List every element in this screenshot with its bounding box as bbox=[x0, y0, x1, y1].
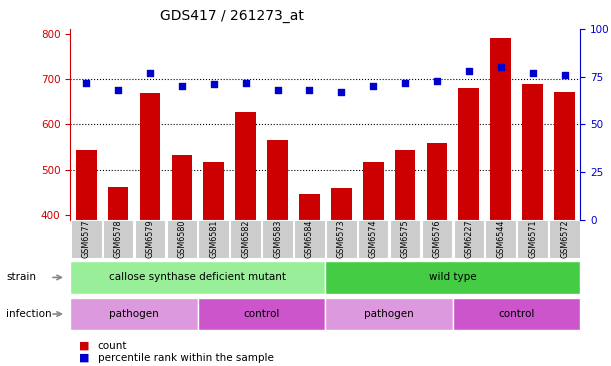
Text: pathogen: pathogen bbox=[109, 309, 159, 319]
Point bbox=[496, 64, 506, 70]
Point bbox=[145, 70, 155, 76]
Text: GDS417 / 261273_at: GDS417 / 261273_at bbox=[160, 9, 304, 23]
Text: ■: ■ bbox=[79, 353, 90, 363]
Bar bbox=[522, 84, 543, 366]
Text: GSM6578: GSM6578 bbox=[114, 220, 123, 258]
FancyBboxPatch shape bbox=[70, 261, 325, 294]
Bar bbox=[299, 194, 320, 366]
FancyBboxPatch shape bbox=[294, 220, 324, 258]
Text: GSM6580: GSM6580 bbox=[177, 220, 186, 258]
Point bbox=[368, 83, 378, 89]
Text: control: control bbox=[499, 309, 535, 319]
FancyBboxPatch shape bbox=[453, 220, 484, 258]
FancyBboxPatch shape bbox=[453, 298, 580, 330]
Text: GSM6576: GSM6576 bbox=[433, 220, 442, 258]
Text: GSM6583: GSM6583 bbox=[273, 220, 282, 258]
Point bbox=[81, 80, 91, 86]
Text: GSM6544: GSM6544 bbox=[496, 220, 505, 258]
Bar bbox=[491, 38, 511, 366]
FancyBboxPatch shape bbox=[199, 220, 229, 258]
Bar bbox=[140, 93, 160, 366]
FancyBboxPatch shape bbox=[549, 220, 580, 258]
Text: GSM6572: GSM6572 bbox=[560, 220, 569, 258]
Text: wild type: wild type bbox=[429, 272, 477, 282]
FancyBboxPatch shape bbox=[134, 220, 166, 258]
FancyBboxPatch shape bbox=[103, 220, 133, 258]
Text: callose synthase deficient mutant: callose synthase deficient mutant bbox=[109, 272, 287, 282]
FancyBboxPatch shape bbox=[198, 298, 325, 330]
Bar bbox=[363, 162, 384, 366]
FancyBboxPatch shape bbox=[70, 298, 198, 330]
Bar bbox=[172, 155, 192, 366]
Point bbox=[560, 72, 569, 78]
FancyBboxPatch shape bbox=[262, 220, 293, 258]
FancyBboxPatch shape bbox=[358, 220, 389, 258]
Bar bbox=[395, 150, 415, 366]
Point bbox=[273, 87, 282, 93]
FancyBboxPatch shape bbox=[518, 220, 548, 258]
Bar bbox=[267, 140, 288, 366]
Point bbox=[241, 80, 251, 86]
Text: GSM6575: GSM6575 bbox=[401, 220, 409, 258]
Point bbox=[113, 87, 123, 93]
FancyBboxPatch shape bbox=[71, 220, 101, 258]
FancyBboxPatch shape bbox=[325, 298, 453, 330]
Text: GSM6584: GSM6584 bbox=[305, 220, 314, 258]
Bar bbox=[203, 162, 224, 366]
Point bbox=[528, 70, 538, 76]
FancyBboxPatch shape bbox=[326, 220, 357, 258]
Point bbox=[337, 89, 346, 95]
Text: ■: ■ bbox=[79, 341, 90, 351]
Text: GSM6582: GSM6582 bbox=[241, 220, 250, 258]
Bar bbox=[458, 88, 479, 366]
Text: pathogen: pathogen bbox=[364, 309, 414, 319]
FancyBboxPatch shape bbox=[325, 261, 580, 294]
FancyBboxPatch shape bbox=[230, 220, 261, 258]
Text: GSM6573: GSM6573 bbox=[337, 220, 346, 258]
Text: count: count bbox=[98, 341, 127, 351]
Bar bbox=[235, 112, 256, 366]
Point bbox=[177, 83, 187, 89]
Bar bbox=[108, 187, 128, 366]
Text: infection: infection bbox=[6, 309, 52, 319]
Bar bbox=[76, 150, 97, 366]
FancyBboxPatch shape bbox=[422, 220, 452, 258]
Point bbox=[304, 87, 314, 93]
Text: percentile rank within the sample: percentile rank within the sample bbox=[98, 353, 274, 363]
Bar bbox=[554, 92, 575, 366]
Text: GSM6227: GSM6227 bbox=[464, 220, 474, 258]
Bar bbox=[331, 188, 352, 366]
Point bbox=[464, 68, 474, 74]
FancyBboxPatch shape bbox=[167, 220, 197, 258]
Bar bbox=[426, 143, 447, 366]
FancyBboxPatch shape bbox=[485, 220, 516, 258]
Text: GSM6574: GSM6574 bbox=[368, 220, 378, 258]
Point bbox=[209, 82, 219, 87]
Text: GSM6571: GSM6571 bbox=[528, 220, 537, 258]
Text: strain: strain bbox=[6, 272, 36, 283]
Text: GSM6579: GSM6579 bbox=[145, 220, 155, 258]
FancyBboxPatch shape bbox=[390, 220, 420, 258]
Point bbox=[400, 80, 410, 86]
Text: GSM6581: GSM6581 bbox=[209, 220, 218, 258]
Point bbox=[432, 78, 442, 83]
Text: GSM6577: GSM6577 bbox=[82, 220, 90, 258]
Text: control: control bbox=[243, 309, 280, 319]
